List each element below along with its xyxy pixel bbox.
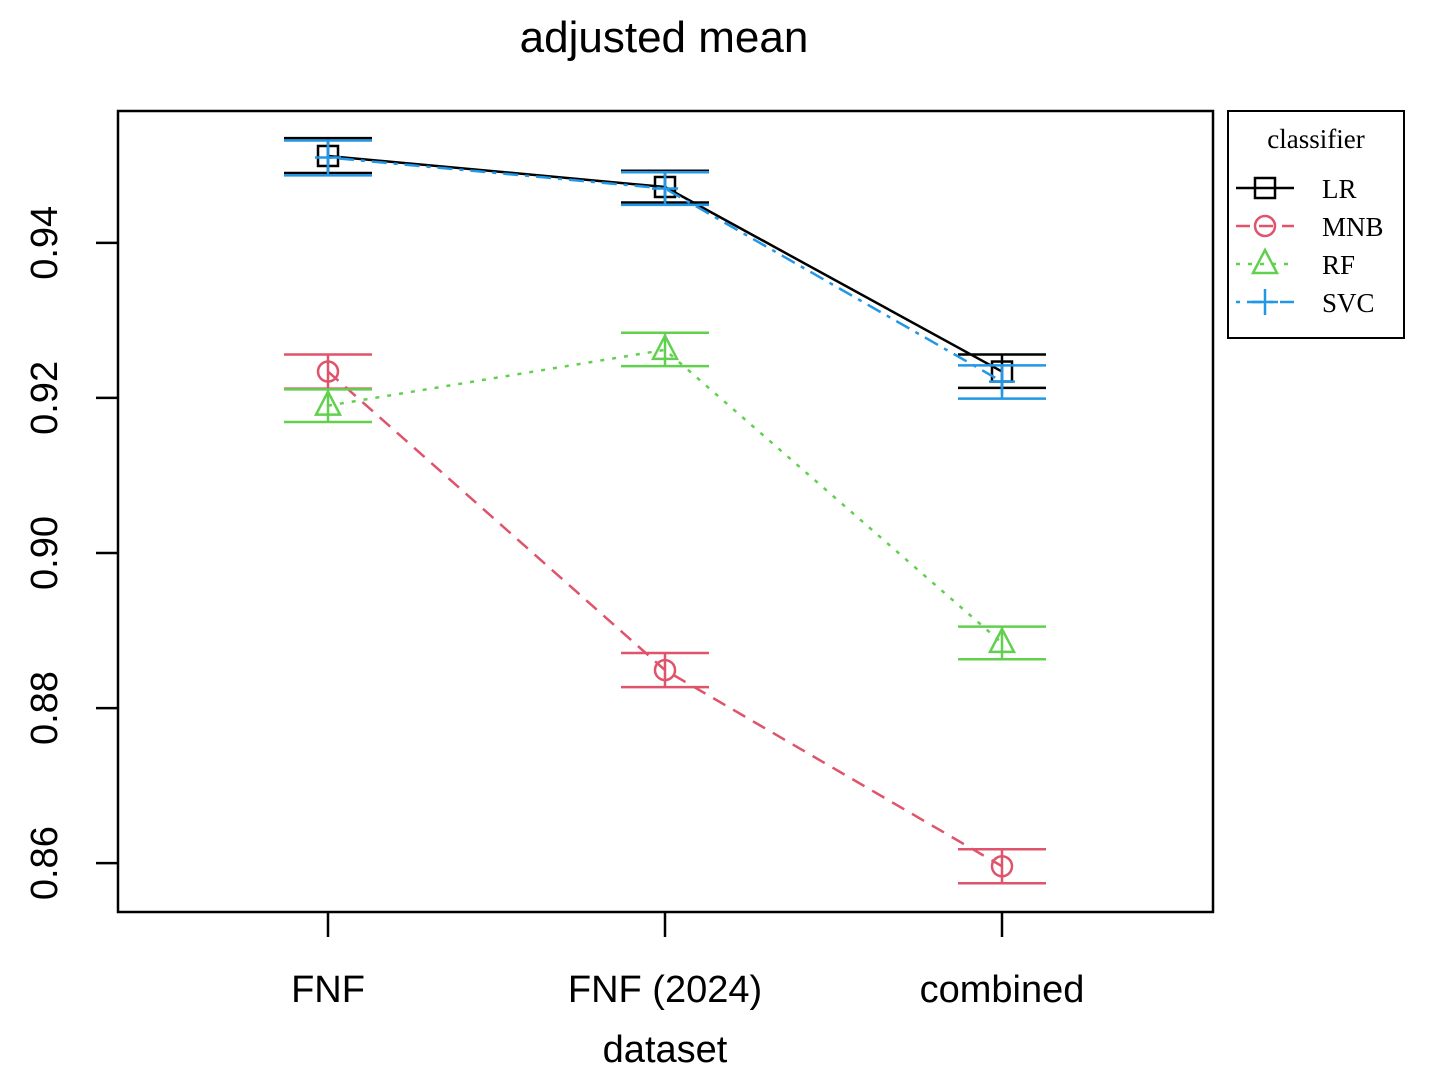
legend: classifier LR MNB RF SVC: [1227, 110, 1405, 339]
marker-plus: [1252, 289, 1278, 315]
marker-triangle: [650, 333, 680, 361]
legend-item-mnb: MNB: [1236, 212, 1384, 242]
series-layer: [284, 136, 1046, 885]
legend-item-rf: RF: [1236, 247, 1355, 280]
y-axis: 0.86 0.88 0.90 0.92 0.94: [24, 206, 118, 900]
chart-title: adjusted mean: [520, 13, 809, 62]
x-tick-label: FNF (2024): [568, 969, 762, 1011]
y-tick-label: 0.90: [24, 516, 66, 590]
series-mnb: [284, 353, 1046, 885]
marker-circle: [990, 855, 1014, 878]
x-axis-label: dataset: [603, 1029, 728, 1071]
marker-triangle: [1250, 247, 1280, 275]
legend-item-lr: LR: [1236, 174, 1357, 204]
legend-label: MNB: [1322, 212, 1384, 242]
marker-circle: [316, 360, 340, 383]
x-tick-label: combined: [920, 969, 1085, 1011]
series-line: [327, 370, 1003, 868]
series-rf: [284, 331, 1046, 661]
y-tick-label: 0.86: [24, 826, 66, 900]
y-tick-label: 0.94: [24, 206, 66, 280]
marker-triangle: [313, 388, 343, 416]
marker-circle: [1253, 214, 1277, 238]
legend-title: classifier: [1267, 124, 1364, 154]
legend-box: [1227, 110, 1405, 339]
marker-plus: [989, 368, 1015, 395]
series-svc: [284, 139, 1046, 400]
y-tick-label: 0.92: [24, 361, 66, 435]
legend-item-svc: SVC: [1236, 288, 1375, 318]
y-tick-label: 0.88: [24, 671, 66, 745]
marker-plus: [652, 175, 678, 202]
marker-plus: [315, 144, 341, 171]
marker-triangle: [987, 626, 1017, 654]
legend-label: SVC: [1322, 288, 1375, 318]
plot-frame: [116, 109, 1215, 914]
marker-circle: [653, 658, 677, 682]
legend-label: RF: [1322, 250, 1355, 280]
x-axis: FNF FNF (2024) combined: [291, 912, 1084, 1011]
legend-label: LR: [1322, 174, 1357, 204]
marker-square: [1253, 176, 1277, 200]
series-line: [327, 348, 1003, 644]
x-tick-label: FNF: [291, 969, 365, 1011]
series-line: [327, 156, 1003, 383]
